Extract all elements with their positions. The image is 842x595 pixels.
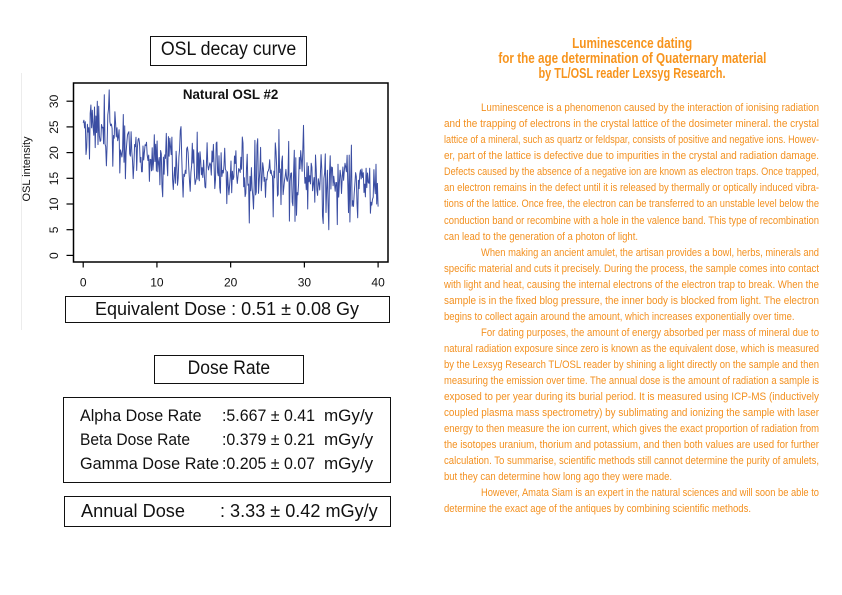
svg-text:20: 20 xyxy=(224,276,238,290)
svg-text:OSL intensity: OSL intensity xyxy=(21,136,33,202)
svg-text:30: 30 xyxy=(298,276,312,290)
svg-text:10: 10 xyxy=(47,197,61,211)
svg-text:10: 10 xyxy=(150,276,164,290)
svg-text:25: 25 xyxy=(47,120,61,134)
svg-text:Natural OSL #2: Natural OSL #2 xyxy=(183,86,279,102)
svg-text:20: 20 xyxy=(47,146,61,160)
svg-text:0: 0 xyxy=(80,276,87,290)
svg-text:15: 15 xyxy=(47,172,61,186)
svg-text:0: 0 xyxy=(47,252,61,259)
svg-text:30: 30 xyxy=(47,94,61,108)
svg-text:40: 40 xyxy=(371,276,385,290)
svg-text:5: 5 xyxy=(47,226,61,233)
